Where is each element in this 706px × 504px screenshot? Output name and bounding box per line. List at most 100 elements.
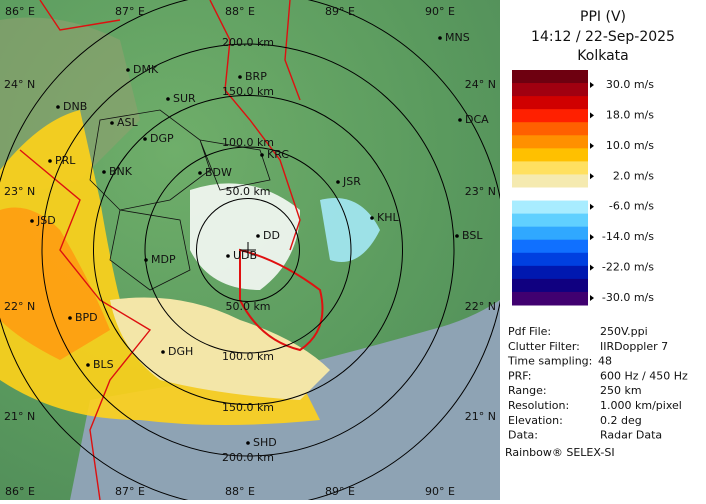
legend-label: -30.0 m/s <box>602 291 654 304</box>
city-dot <box>126 68 130 72</box>
range-ring <box>93 95 403 405</box>
city-dot <box>110 121 114 125</box>
city-label: PRL <box>55 154 76 167</box>
time: 14:12 / 22-Sep-2025 <box>531 29 675 45</box>
lon-label: 87° E <box>115 5 145 18</box>
city-label: BPD <box>75 311 98 324</box>
city-dot <box>260 153 264 157</box>
lat-label: 21° N <box>4 410 35 423</box>
legend-swatch <box>512 161 588 175</box>
info-value: 600 Hz / 450 Hz <box>600 369 688 382</box>
city-dot <box>86 363 90 367</box>
city-dot <box>30 219 34 223</box>
city-label: ASL <box>117 116 139 129</box>
legend-arrow <box>590 82 594 88</box>
echo <box>0 207 110 360</box>
city-label: JSD <box>36 214 56 227</box>
city-dot <box>438 36 442 40</box>
lat-label: 22° N <box>465 300 496 313</box>
legend-label: 18.0 m/s <box>606 108 654 121</box>
city-label: DCA <box>465 113 489 126</box>
legend-swatch <box>512 148 588 162</box>
city-label: KHL <box>377 211 399 224</box>
info-value: 48 <box>598 355 612 368</box>
legend-arrow <box>590 264 594 271</box>
city-dot <box>458 118 462 122</box>
city-label: MDP <box>151 253 176 266</box>
title: PPI (V) <box>580 9 626 25</box>
map: 86° E 86° E 87° E 87° E 88° E 88° E 89° E 89° E… <box>0 0 500 500</box>
lon-label: 90° E <box>425 485 455 498</box>
info-value: 0.2 deg <box>600 414 642 427</box>
city-label: DMK <box>133 63 159 76</box>
legend-label: 10.0 m/s <box>606 139 654 152</box>
city-label: BRP <box>245 70 267 83</box>
lat-label: 24° N <box>465 78 496 91</box>
legend-swatch <box>512 200 588 215</box>
legend-label: 2.0 m/s <box>613 169 654 182</box>
city-label: MNS <box>445 31 470 44</box>
info-value: 250V.ppi <box>600 325 648 338</box>
legend-swatch <box>512 239 588 254</box>
info-value: 250 km <box>600 384 642 397</box>
city-dot <box>143 137 147 141</box>
legend-swatch <box>512 291 588 306</box>
legend-swatch <box>512 252 588 267</box>
city-label: DGH <box>168 345 193 358</box>
city-dot <box>68 316 72 320</box>
legend-label: 30.0 m/s <box>606 78 654 91</box>
city-label: DGP <box>150 132 174 145</box>
city-dot <box>238 75 242 79</box>
range-ring <box>144 146 352 354</box>
info-key: Range: <box>508 384 547 397</box>
info-panel: PPI (V) 14:12 / 22-Sep-2025 Kolkata Rain… <box>505 9 688 459</box>
legend-swatch <box>512 174 588 188</box>
lon-label: 90° E <box>425 5 455 18</box>
legend-swatch <box>512 122 588 136</box>
city-label: BLS <box>93 358 114 371</box>
legend-arrow <box>590 142 594 149</box>
range-ring <box>41 43 455 457</box>
lon-label: 86° E <box>5 5 35 18</box>
city-dot <box>56 105 60 109</box>
legend-label: -14.0 m/s <box>602 230 654 243</box>
range-ring <box>196 198 300 302</box>
legend-swatch <box>512 226 588 241</box>
city-label: SHD <box>253 436 277 449</box>
range-label: 200.0 km <box>222 451 274 464</box>
legend-swatch <box>512 96 588 110</box>
legend-swatch <box>512 70 588 84</box>
range-label: 50.0 km <box>225 300 270 313</box>
city-dot <box>336 180 340 184</box>
city-dot <box>144 258 148 262</box>
range-label: 100.0 km <box>222 136 274 149</box>
lon-label: 88° E <box>225 5 255 18</box>
city-dot <box>161 350 165 354</box>
range-label: 150.0 km <box>222 401 274 414</box>
legend-swatch <box>512 109 588 123</box>
coastline <box>239 248 324 352</box>
city-dot <box>102 170 106 174</box>
range-label: 150.0 km <box>222 85 274 98</box>
range-label: 50.0 km <box>225 185 270 198</box>
legend-arrow <box>590 112 594 119</box>
legend-swatch <box>512 187 588 202</box>
legend-swatch <box>512 265 588 280</box>
info-key: Elevation: <box>508 414 563 427</box>
echo <box>190 183 300 290</box>
city-dot <box>370 216 374 220</box>
city-dot <box>256 234 260 238</box>
info-value: Radar Data <box>600 429 662 442</box>
boundary <box>19 0 301 500</box>
city-label: BNK <box>109 165 133 178</box>
lat-label: 24° N <box>4 78 35 91</box>
city-dot <box>166 97 170 101</box>
lon-label: 89° E <box>325 485 355 498</box>
info-value: 1.000 km/pixel <box>600 399 682 412</box>
lat-label: 22° N <box>4 300 35 313</box>
legend-arrow <box>590 295 594 301</box>
lon-label: 86° E <box>5 485 35 498</box>
city-label: BSL <box>462 229 483 242</box>
city-label: KRC <box>267 148 289 161</box>
info-key: PRF: <box>508 369 531 382</box>
